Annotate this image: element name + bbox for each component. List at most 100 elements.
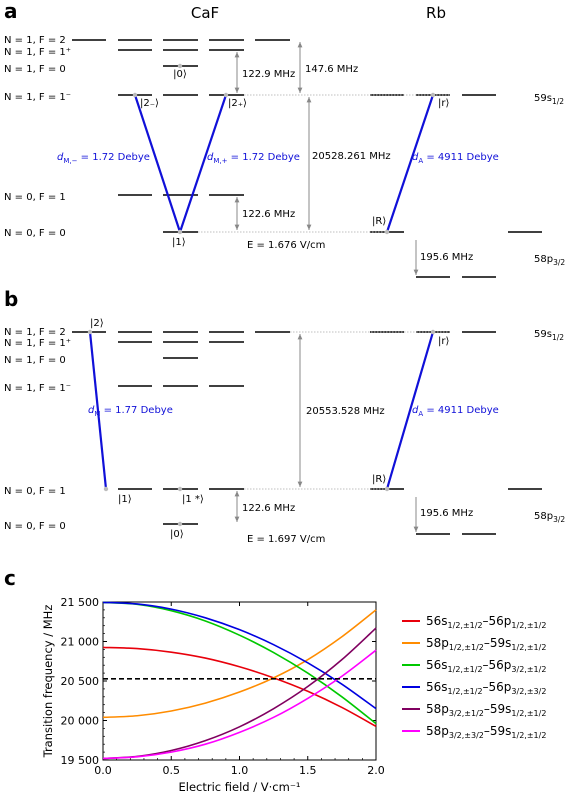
y-tick-label: 21 500 — [61, 596, 100, 609]
dipole-label-m-minus: dM,− = 1.72 Debye — [57, 152, 150, 165]
transition-arrow — [133, 94, 182, 233]
state-dot — [177, 521, 183, 527]
x-axis-label: Electric field / V·cm⁻¹ — [179, 780, 301, 794]
rb-header: Rb — [426, 4, 446, 22]
transition-arrow — [178, 94, 228, 233]
state-dot — [430, 92, 436, 98]
panel-a: a CaF Rb N = 1, F = 2 N = 1, F = 1⁺ N = … — [4, 0, 565, 278]
dipoles-a: dM,− = 1.72 Debye dM,+ = 1.72 Debye dA =… — [57, 152, 499, 165]
panel-b-label: b — [4, 287, 18, 311]
transitions-a — [132, 63, 436, 235]
ket-label: |1 *⟩ — [182, 494, 204, 505]
rb-state-upper-a: 59s1/2 — [534, 93, 564, 106]
ket-label: |0⟩ — [173, 69, 187, 80]
ket-label: |1⟩ — [172, 237, 186, 248]
freq-labels-b: 20553.528 MHz 122.6 MHz 195.6 MHz E = 1.… — [242, 406, 473, 545]
ket-label: |2₋⟩ — [140, 98, 159, 109]
ket-label: |R⟩ — [372, 216, 386, 227]
series-line-0 — [102, 646, 377, 728]
freq-label: 122.6 MHz — [242, 503, 295, 514]
ket-label: |0⟩ — [170, 529, 184, 540]
rb-state-lower-a: 58p3/2 — [534, 254, 565, 267]
state-label: N = 1, F = 1⁺ — [4, 47, 71, 58]
state-dot — [223, 92, 229, 98]
state-dot — [177, 229, 183, 235]
series-line-4 — [102, 627, 377, 760]
ket-label: |2₊⟩ — [228, 98, 247, 109]
state-dot — [384, 229, 390, 235]
kets-a: |0⟩ |2₋⟩ |2₊⟩ |1⟩ |R⟩ |r⟩ — [140, 69, 449, 248]
transition-frequency-chart: 0.0 0.5 1.0 1.5 2.0 19 500 20 000 20 500 21 000 2… — [41, 596, 385, 794]
rb-state-lower-b: 58p3/2 — [534, 511, 565, 524]
dipole-label-m-plus: dM,+ = 1.72 Debye — [207, 152, 300, 165]
series-line-2 — [102, 601, 377, 725]
series-line-1 — [102, 609, 377, 719]
state-dot — [430, 329, 436, 335]
state-dot — [103, 486, 109, 492]
x-tick-label: 1.5 — [299, 764, 317, 777]
y-tick-label: 20 500 — [61, 675, 100, 688]
legend-entry: 58p3/2,±1/2–59s1/2,±1/2 — [426, 702, 546, 718]
field-label: E = 1.676 V/cm — [247, 240, 325, 251]
ket-label: |r⟩ — [438, 336, 449, 347]
legend-entry: 56s1/2,±1/2–56p3/2,±3/2 — [426, 680, 546, 696]
y-tick-label: 20 000 — [61, 715, 100, 728]
field-label: E = 1.697 V/cm — [247, 534, 325, 545]
state-label: N = 0, F = 0 — [4, 521, 66, 532]
state-labels-b: N = 1, F = 2 N = 1, F = 1⁺ N = 1, F = 0 … — [4, 327, 71, 532]
rb-state-upper-b: 59s1/2 — [534, 329, 564, 342]
kets-b: |2⟩ |1⟩ |1 *⟩ |0⟩ |R⟩ |r⟩ — [90, 318, 449, 540]
ket-label: |1⟩ — [118, 494, 132, 505]
guides-b — [234, 331, 450, 532]
dipoles-b: dM = 1.77 Debye dA = 4911 Debye — [88, 405, 499, 418]
freq-label: 195.6 MHz — [420, 508, 473, 519]
ket-label: |2⟩ — [90, 318, 104, 329]
transition-arrow — [385, 331, 435, 490]
y-tick-label: 19 500 — [61, 754, 100, 767]
y-axis-label: Transition frequency / MHz — [41, 605, 55, 759]
state-label: N = 1, F = 1⁻ — [4, 383, 71, 394]
state-label: N = 0, F = 0 — [4, 228, 66, 239]
ket-label: |r⟩ — [438, 98, 449, 109]
legend-entry: 56s1/2,±1/2–56p3/2,±1/2 — [426, 658, 546, 674]
chart-legend: 56s1/2,±1/2–56p1/2,±1/2 58p1/2,±1/2–59s1/… — [402, 614, 546, 740]
dipole-label-m: dM = 1.77 Debye — [88, 405, 173, 418]
state-label: N = 1, F = 0 — [4, 355, 66, 366]
legend-entry: 56s1/2,±1/2–56p1/2,±1/2 — [426, 614, 546, 630]
state-label: N = 1, F = 0 — [4, 64, 66, 75]
caf-header: CaF — [191, 4, 219, 22]
panel-a-label: a — [4, 0, 18, 23]
freq-label: 20553.528 MHz — [306, 406, 385, 417]
legend-entry: 58p1/2,±1/2–59s1/2,±1/2 — [426, 636, 546, 652]
freq-label: 20528.261 MHz — [312, 151, 391, 162]
x-tick-label: 2.0 — [367, 764, 385, 777]
series-line-3 — [102, 601, 377, 710]
state-dot — [384, 486, 390, 492]
state-label: N = 1, F = 1⁺ — [4, 338, 71, 349]
panel-c: c 0.0 0.5 1.0 1.5 2.0 19 500 20 000 20 500 21 00… — [4, 566, 546, 794]
state-label: N = 1, F = 1⁻ — [4, 92, 71, 103]
x-tick-label: 0.0 — [94, 764, 112, 777]
state-labels-a: N = 1, F = 2 N = 1, F = 1⁺ N = 1, F = 0 … — [4, 35, 71, 239]
legend-entry: 58p3/2,±3/2–59s1/2,±1/2 — [426, 724, 546, 740]
freq-label: 122.6 MHz — [242, 209, 295, 220]
guides-a — [198, 42, 450, 275]
freq-label: 147.6 MHz — [305, 64, 358, 75]
dipole-label-a: dA = 4911 Debye — [412, 405, 499, 418]
state-label: N = 0, F = 1 — [4, 192, 66, 203]
transitions-b — [87, 329, 436, 527]
state-dot — [177, 63, 183, 69]
state-dot — [132, 92, 138, 98]
y-tick-label: 21 000 — [61, 636, 100, 649]
freq-labels-a: 122.9 MHz 147.6 MHz 20528.261 MHz 122.6 … — [242, 64, 473, 263]
panel-c-label: c — [4, 566, 16, 590]
ket-label: |R⟩ — [372, 474, 386, 485]
freq-label: 195.6 MHz — [420, 252, 473, 263]
state-label: N = 0, F = 1 — [4, 486, 66, 497]
state-label: N = 1, F = 2 — [4, 327, 66, 338]
panel-b: b N = 1, F = 2 N = 1, F = 1⁺ N = 1, F = … — [4, 287, 565, 545]
energy-levels-b — [72, 331, 542, 535]
x-tick-label: 0.5 — [163, 764, 181, 777]
series-line-5 — [102, 649, 377, 760]
